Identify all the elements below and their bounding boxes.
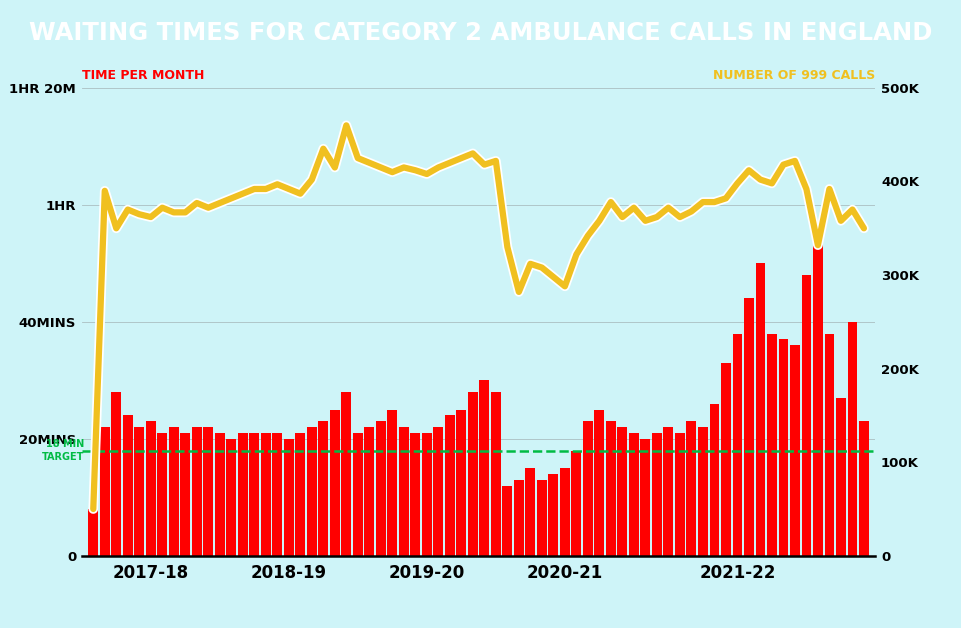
Bar (456, 409, 466, 556)
Bar (249, 433, 259, 556)
Bar (433, 427, 443, 556)
Bar (295, 433, 305, 556)
Bar (100, 427, 110, 556)
Bar (559, 468, 569, 556)
Bar (594, 409, 604, 556)
Bar (663, 427, 673, 556)
Bar (686, 421, 696, 556)
Bar (181, 433, 190, 556)
Bar (376, 421, 385, 556)
Bar (191, 427, 202, 556)
Bar (754, 263, 765, 556)
Bar (743, 298, 753, 556)
Bar (479, 381, 489, 556)
Bar (777, 339, 787, 556)
Text: 18 MIN
TARGET: 18 MIN TARGET (41, 440, 84, 462)
Text: NUMBER OF 999 CALLS: NUMBER OF 999 CALLS (712, 69, 875, 82)
Bar (330, 409, 339, 556)
Bar (628, 433, 638, 556)
Bar (467, 392, 478, 556)
Bar (675, 433, 684, 556)
Bar (283, 439, 293, 556)
Bar (582, 421, 592, 556)
Bar (237, 433, 247, 556)
Text: WAITING TIMES FOR CATEGORY 2 AMBULANCE CALLS IN ENGLAND: WAITING TIMES FOR CATEGORY 2 AMBULANCE C… (29, 21, 932, 45)
Bar (88, 509, 98, 556)
Bar (801, 275, 810, 556)
Bar (640, 439, 650, 556)
Text: TIME PER MONTH: TIME PER MONTH (82, 69, 204, 82)
Bar (399, 427, 408, 556)
Bar (146, 421, 156, 556)
Bar (272, 433, 282, 556)
Bar (169, 427, 179, 556)
Bar (445, 416, 455, 556)
Bar (158, 433, 167, 556)
Bar (847, 322, 856, 556)
Bar (387, 409, 397, 556)
Bar (548, 474, 557, 556)
Bar (135, 427, 144, 556)
Bar (698, 427, 707, 556)
Bar (858, 421, 868, 556)
Bar (364, 427, 374, 556)
Bar (353, 433, 362, 556)
Bar (731, 333, 742, 556)
Bar (123, 416, 133, 556)
Bar (525, 468, 534, 556)
Bar (203, 427, 213, 556)
Bar (709, 404, 719, 556)
Bar (490, 392, 501, 556)
Bar (720, 363, 730, 556)
Bar (422, 433, 431, 556)
Bar (410, 433, 420, 556)
Bar (536, 480, 546, 556)
Bar (812, 234, 822, 556)
Bar (789, 345, 799, 556)
Bar (766, 333, 776, 556)
Bar (824, 333, 833, 556)
Bar (111, 392, 121, 556)
Bar (214, 433, 225, 556)
Bar (605, 421, 615, 556)
Bar (835, 398, 845, 556)
Bar (318, 421, 328, 556)
Bar (341, 392, 351, 556)
Bar (513, 480, 523, 556)
Bar (226, 439, 236, 556)
Bar (307, 427, 316, 556)
Bar (652, 433, 661, 556)
Bar (617, 427, 627, 556)
Bar (571, 450, 580, 556)
Bar (260, 433, 270, 556)
Bar (502, 485, 511, 556)
